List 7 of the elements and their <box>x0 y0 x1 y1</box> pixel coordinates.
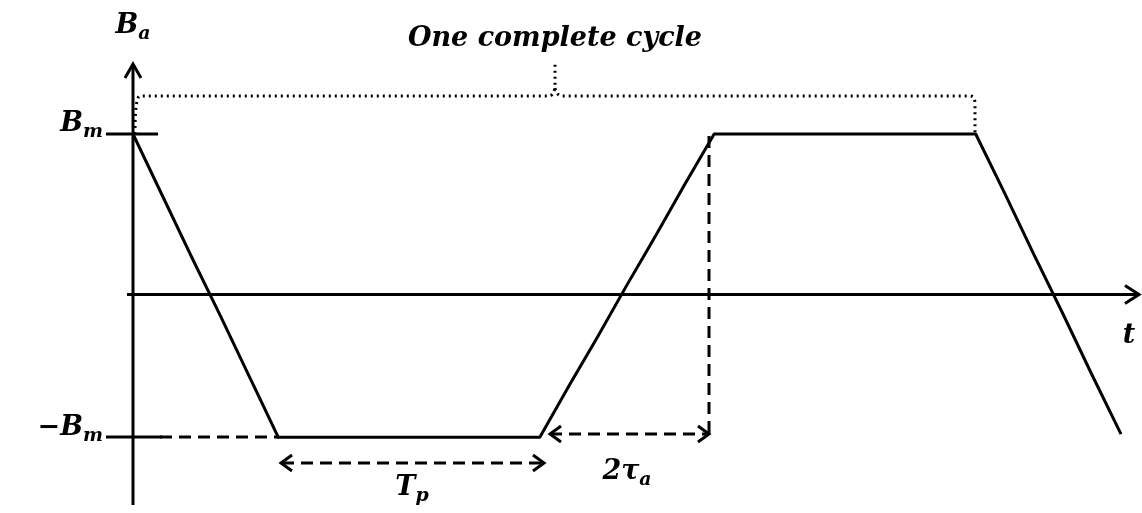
text: B$_{m}$ <box>60 105 103 142</box>
text: 2τ$_{a}$ <box>602 453 652 490</box>
chart-title: One complete cycle <box>407 20 703 52</box>
x-axis-title: t <box>1122 317 1136 349</box>
text: T$_{p}$ <box>395 469 429 506</box>
y-axis-title: B$_{a}$ <box>115 7 151 44</box>
text: −B$_{m}$ <box>37 409 103 446</box>
